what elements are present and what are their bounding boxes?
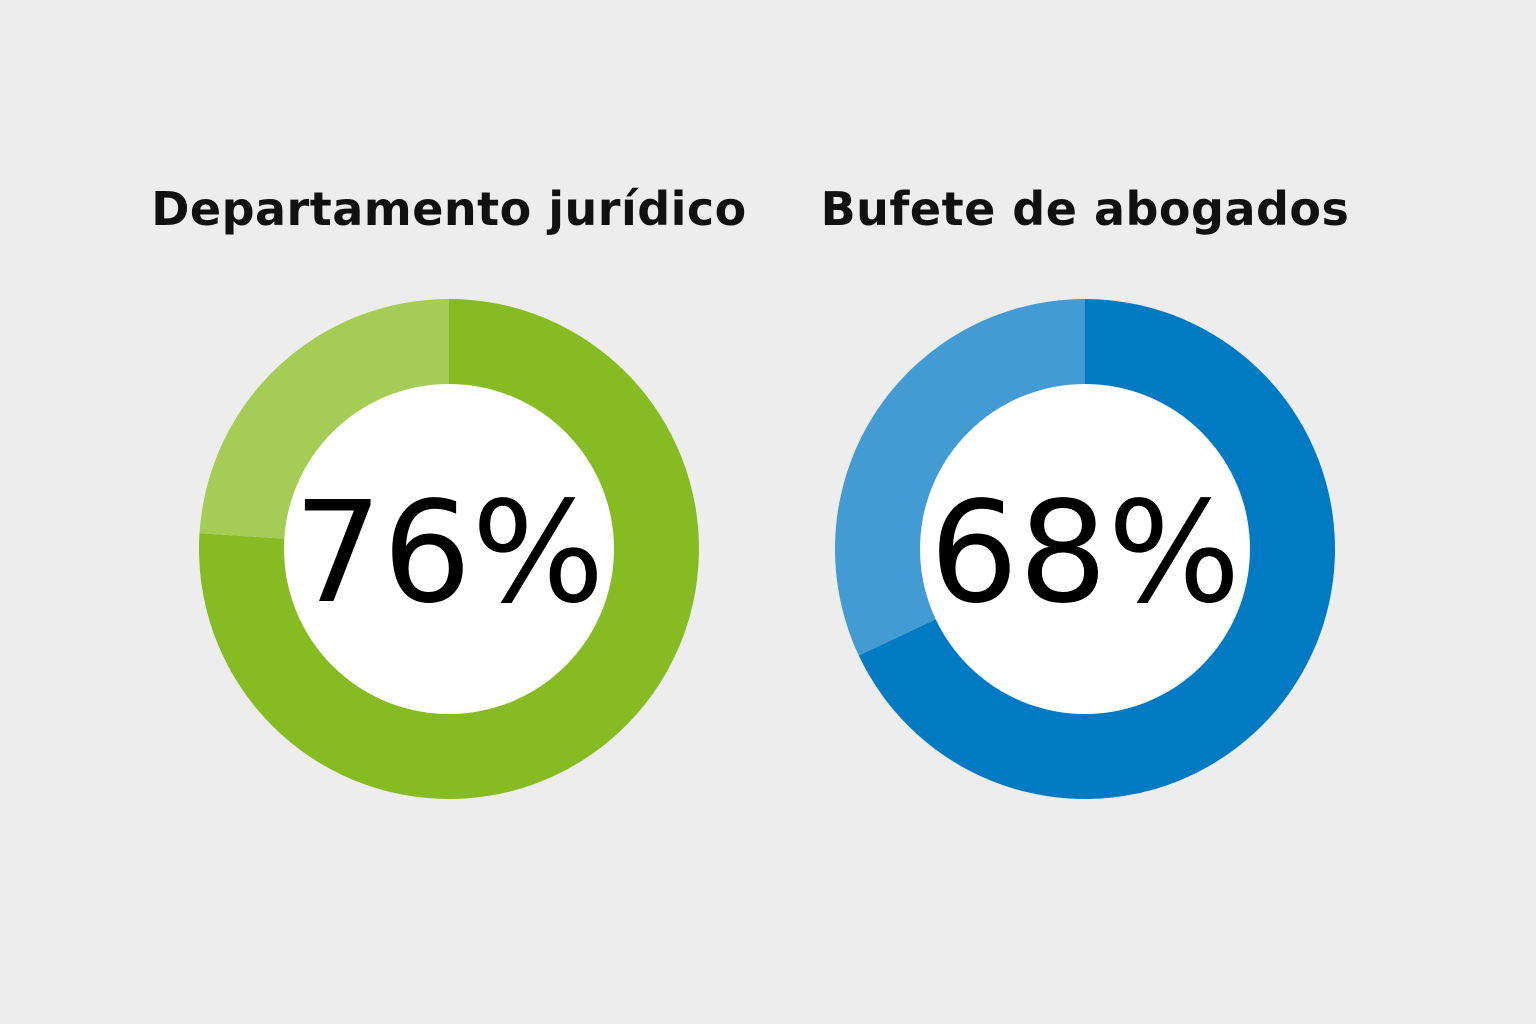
donut-hole (284, 384, 614, 714)
chart-panel-2: Bufete de abogados 68% (765, 0, 1405, 1024)
value-label: 68% (929, 472, 1240, 635)
chart-panel-1: Departamento jurídico 76% (129, 0, 769, 1024)
donut-chart: 76% (199, 299, 699, 799)
donut-chart: 68% (835, 299, 1335, 799)
chart-title: Departamento jurídico (151, 182, 747, 236)
donut-hole (920, 384, 1250, 714)
value-label: 76% (293, 472, 604, 635)
chart-title: Bufete de abogados (820, 182, 1350, 236)
